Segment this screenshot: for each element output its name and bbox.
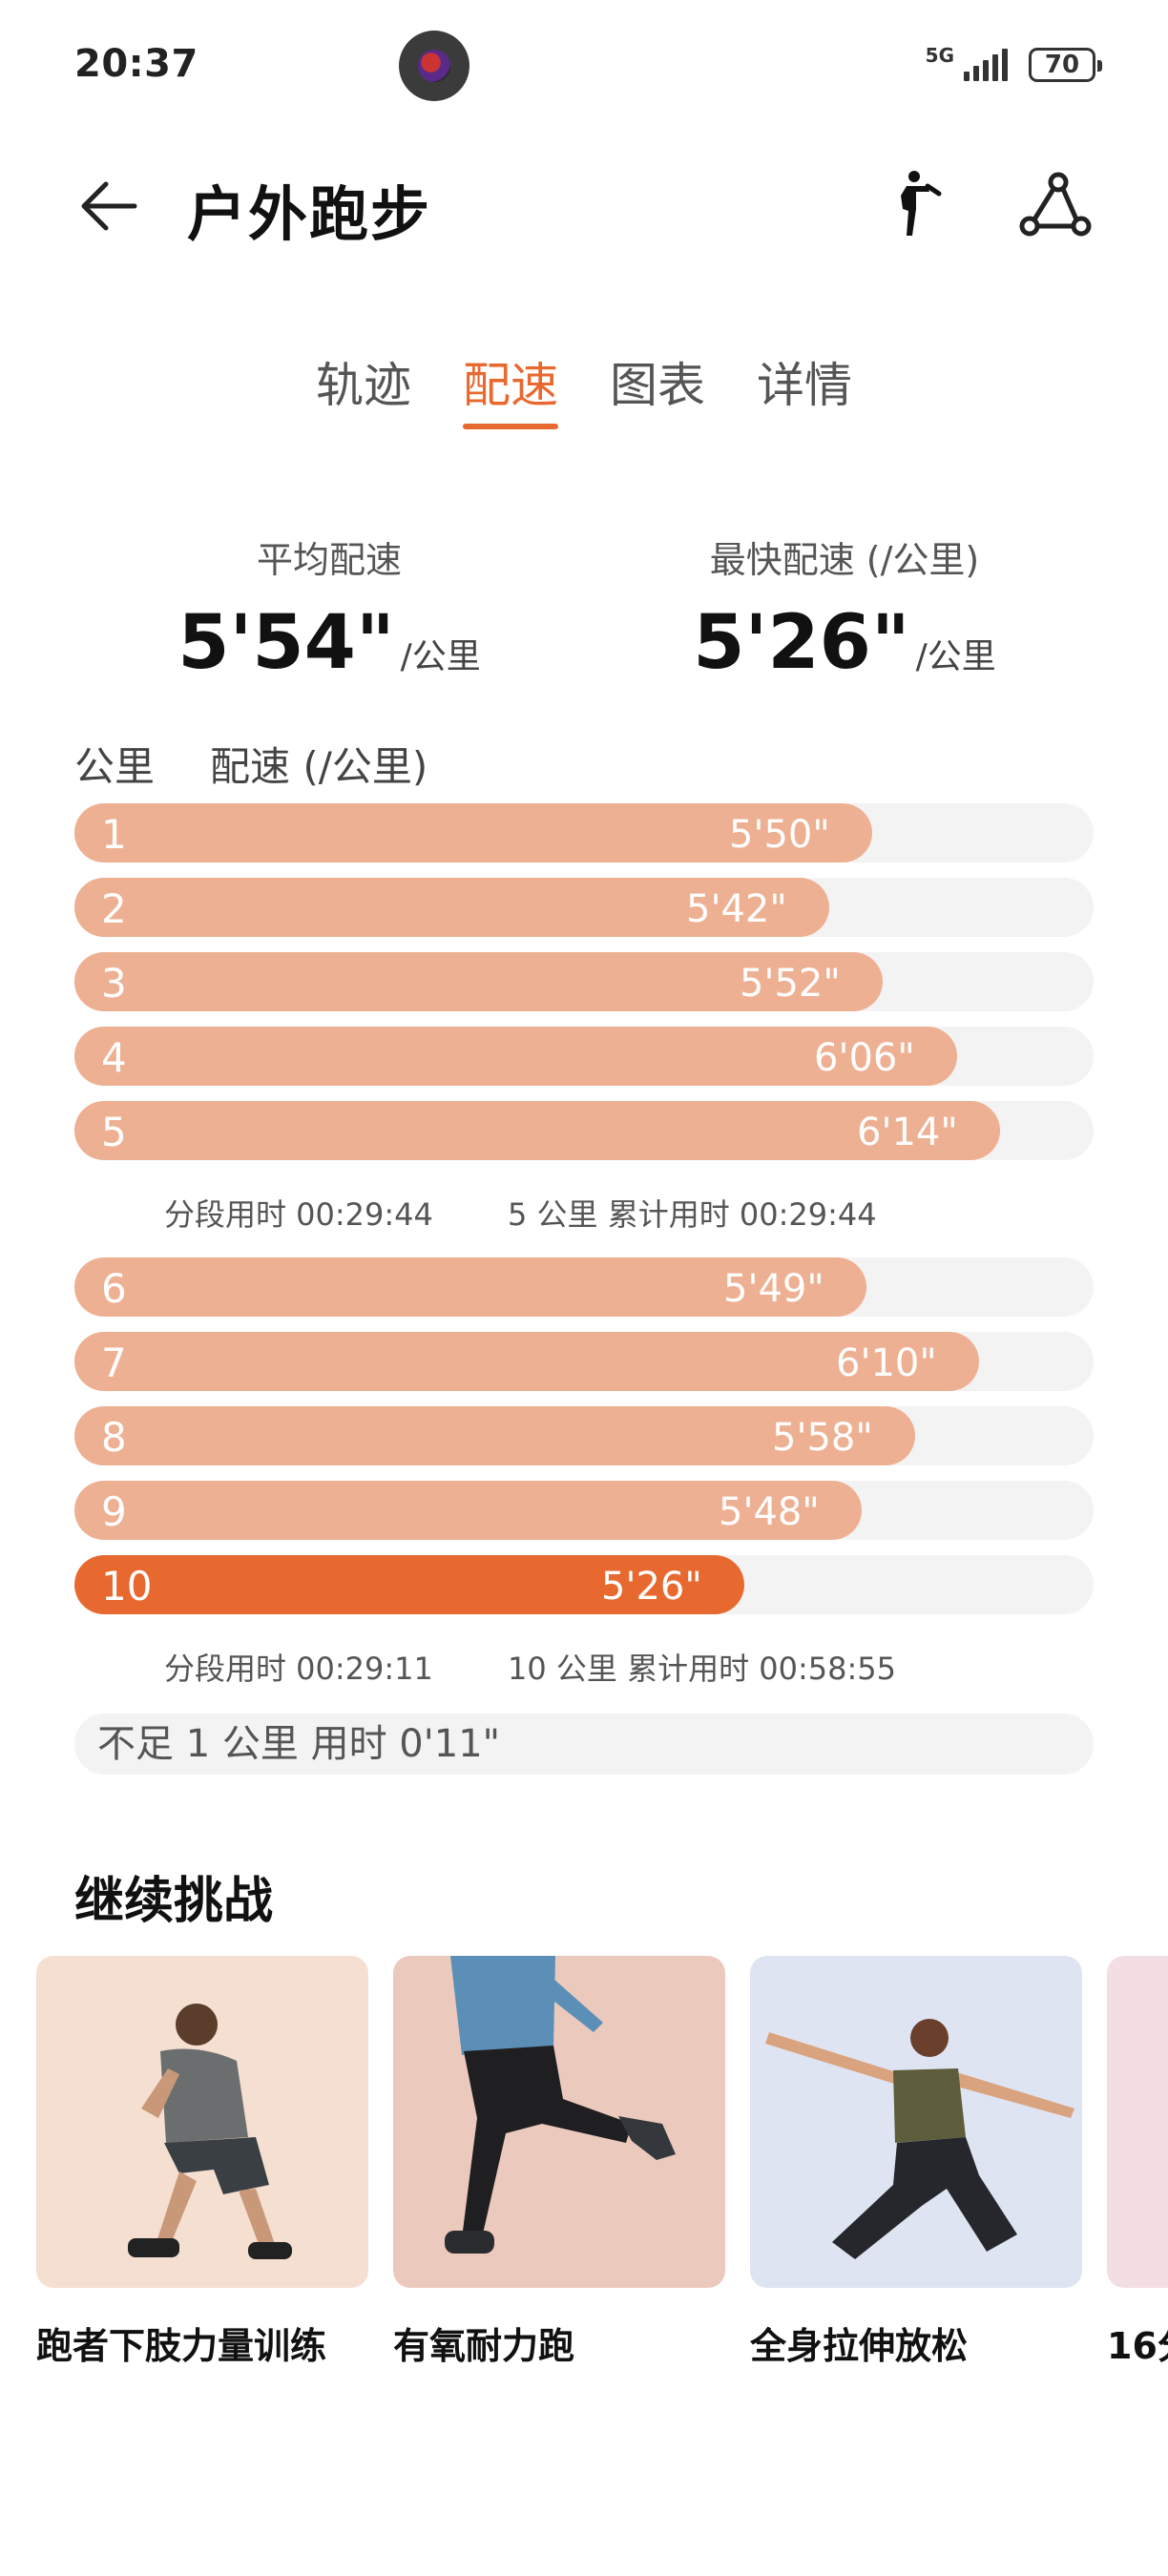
status-bar: 20:37 5G 70: [0, 0, 1168, 134]
page-title: 户外跑步: [187, 179, 432, 249]
split-km: 9: [101, 1488, 127, 1535]
split-pace: 5'42": [686, 887, 787, 931]
battery-icon: 70: [1029, 48, 1102, 82]
split-bar: 5 6'14": [74, 1101, 1000, 1160]
runner-figure-button[interactable]: [868, 162, 954, 248]
card-title: 16分: [1107, 2325, 1168, 2367]
split-pace: 5'52": [740, 962, 841, 1006]
remainder-distance: 不足 1 公里 用时 0'11": [74, 1714, 1094, 1775]
split-bar: 6 5'49": [74, 1257, 866, 1317]
split-bar: 7 6'10": [74, 1332, 979, 1391]
splits-header: 公里 配速 (/公里): [74, 735, 428, 793]
split-row: 7 6'10": [74, 1332, 1094, 1391]
split-km: 1: [101, 811, 127, 858]
challenge-title: 继续挑战: [74, 1873, 274, 1930]
split-km: 3: [101, 960, 127, 1007]
split-bar: 8 5'58": [74, 1406, 915, 1465]
challenge-card[interactable]: 有氧耐力跑: [393, 1956, 725, 2369]
split-row: 2 5'42": [74, 878, 1094, 937]
squat-trainer-image: [128, 2004, 292, 2259]
pace-summary: 平均配速 5'54" /公里 最快配速 (/公里) 5'26" /公里: [0, 530, 1168, 686]
tab-charts[interactable]: 图表: [610, 358, 705, 413]
status-indicators: 5G 70: [925, 44, 1102, 84]
route-icon: [1019, 172, 1092, 237]
challenge-carousel[interactable]: 跑者下肢力量训练 有氧耐力跑 全身拉伸放松 16分: [36, 1956, 1168, 2376]
split-pace: 6'14": [857, 1111, 958, 1154]
split-km: 2: [101, 885, 127, 932]
split-pace: 6'06": [814, 1036, 915, 1080]
runner-figure-icon: [901, 171, 942, 236]
split-bar: 9 5'48": [74, 1481, 862, 1540]
split-bar: 3 5'52": [74, 952, 883, 1011]
split-pace: 5'48": [719, 1490, 820, 1534]
segment-cumulative-time: 10 公里 累计用时 00:58:55: [508, 1651, 896, 1687]
split-bar: 2 5'42": [74, 878, 829, 937]
fastest-pace-unit: /公里: [915, 637, 996, 676]
split-km: 8: [101, 1414, 127, 1461]
challenge-card[interactable]: 全身拉伸放松: [750, 1956, 1082, 2369]
fastest-pace-value: 5'26": [693, 600, 910, 686]
segment-split-time: 分段用时 00:29:11: [164, 1651, 433, 1687]
split-pace: 5'58": [772, 1416, 873, 1460]
split-row: 5 6'14": [74, 1101, 1094, 1160]
split-km: 10: [101, 1563, 153, 1610]
signal-icon: [964, 49, 1008, 81]
back-arrow-icon: [81, 181, 137, 231]
average-pace-label: 平均配速: [256, 539, 402, 581]
card-image: [36, 1956, 368, 2288]
split-km: 7: [101, 1340, 127, 1386]
km-column-header: 公里: [74, 743, 156, 790]
tab-track[interactable]: 轨迹: [316, 358, 411, 413]
split-bar: 1 5'50": [74, 803, 872, 862]
average-pace-unit: /公里: [400, 637, 481, 676]
tab-pace[interactable]: 配速: [463, 343, 558, 429]
split-km: 5: [101, 1109, 127, 1155]
back-button[interactable]: [71, 168, 147, 244]
card-title: 有氧耐力跑: [393, 2325, 575, 2367]
split-pace: 5'50": [729, 813, 830, 857]
tab-bar: 轨迹 配速 图表 详情: [0, 343, 1168, 439]
challenge-card[interactable]: 16分: [1107, 1956, 1168, 2369]
split-row: 3 5'52": [74, 952, 1094, 1011]
split-bar-fastest: 10 5'26": [74, 1555, 744, 1614]
average-pace-value: 5'54": [177, 600, 395, 686]
split-pace: 5'49": [723, 1267, 824, 1311]
card-image: [393, 1956, 725, 2288]
card-title: 全身拉伸放松: [750, 2325, 969, 2367]
fastest-pace: 最快配速 (/公里) 5'26" /公里: [649, 530, 1040, 686]
split-row: 10 5'26": [74, 1555, 1094, 1614]
app-header: 户外跑步: [0, 153, 1168, 258]
split-pace: 6'10": [836, 1341, 937, 1385]
split-km: 6: [101, 1265, 127, 1312]
segment-cumulative-time: 5 公里 累计用时 00:29:44: [508, 1196, 877, 1233]
challenge-card[interactable]: 跑者下肢力量训练: [36, 1956, 368, 2369]
split-row: 9 5'48": [74, 1481, 1094, 1540]
segment-split-time: 分段用时 00:29:44: [164, 1196, 433, 1233]
route-share-button[interactable]: [1012, 162, 1097, 248]
status-time: 20:37: [74, 42, 198, 86]
pace-column-header: 配速 (/公里): [210, 743, 428, 790]
battery-level: 70: [1044, 51, 1080, 79]
average-pace: 平均配速 5'54" /公里: [134, 530, 525, 686]
split-row: 1 5'50": [74, 803, 1094, 862]
fastest-pace-label: 最快配速 (/公里): [709, 539, 980, 581]
runner-image: [445, 1956, 676, 2254]
card-image: [750, 1956, 1082, 2288]
split-row: 8 5'58": [74, 1406, 1094, 1465]
app-notification-icon: [399, 31, 469, 101]
split-bar: 4 6'06": [74, 1027, 957, 1086]
split-row: 4 6'06": [74, 1027, 1094, 1086]
card-title: 跑者下肢力量训练: [36, 2325, 327, 2367]
stretching-woman-image: [765, 2019, 1074, 2259]
card-image: [1107, 1956, 1168, 2288]
network-type: 5G: [925, 44, 954, 67]
split-pace: 5'26": [601, 1565, 702, 1609]
split-row: 6 5'49": [74, 1257, 1094, 1317]
tab-details[interactable]: 详情: [757, 358, 852, 413]
split-km: 4: [101, 1034, 127, 1081]
